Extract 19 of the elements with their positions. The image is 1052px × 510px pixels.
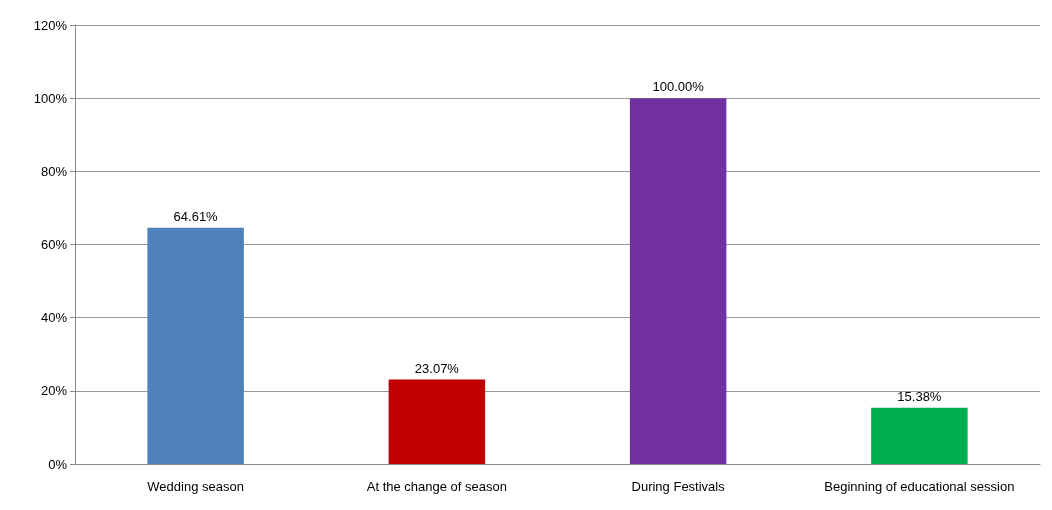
y-tick-label: 40% <box>40 310 68 326</box>
x-tick-label: During Festivals <box>631 479 726 494</box>
data-label: 64.61% <box>173 208 219 224</box>
bar <box>871 407 968 464</box>
data-label: 15.38% <box>897 388 942 404</box>
y-tick-label: 80% <box>40 163 68 179</box>
data-label: 23.07% <box>414 360 460 376</box>
y-tick-label: 0% <box>48 456 68 472</box>
y-tick-label: 120% <box>33 17 68 33</box>
y-tick-label: 60% <box>40 237 68 252</box>
bar <box>629 98 727 464</box>
data-label: 100.00% <box>652 79 705 95</box>
bar <box>388 379 486 464</box>
x-tick-label: Wedding season <box>147 479 244 494</box>
y-tick-label: 20% <box>40 383 68 399</box>
x-tick-label: At the change of season <box>366 479 507 494</box>
bar <box>147 227 244 464</box>
x-tick-label: Beginning of educational session <box>824 479 1015 494</box>
y-tick-label: 100% <box>33 90 68 106</box>
